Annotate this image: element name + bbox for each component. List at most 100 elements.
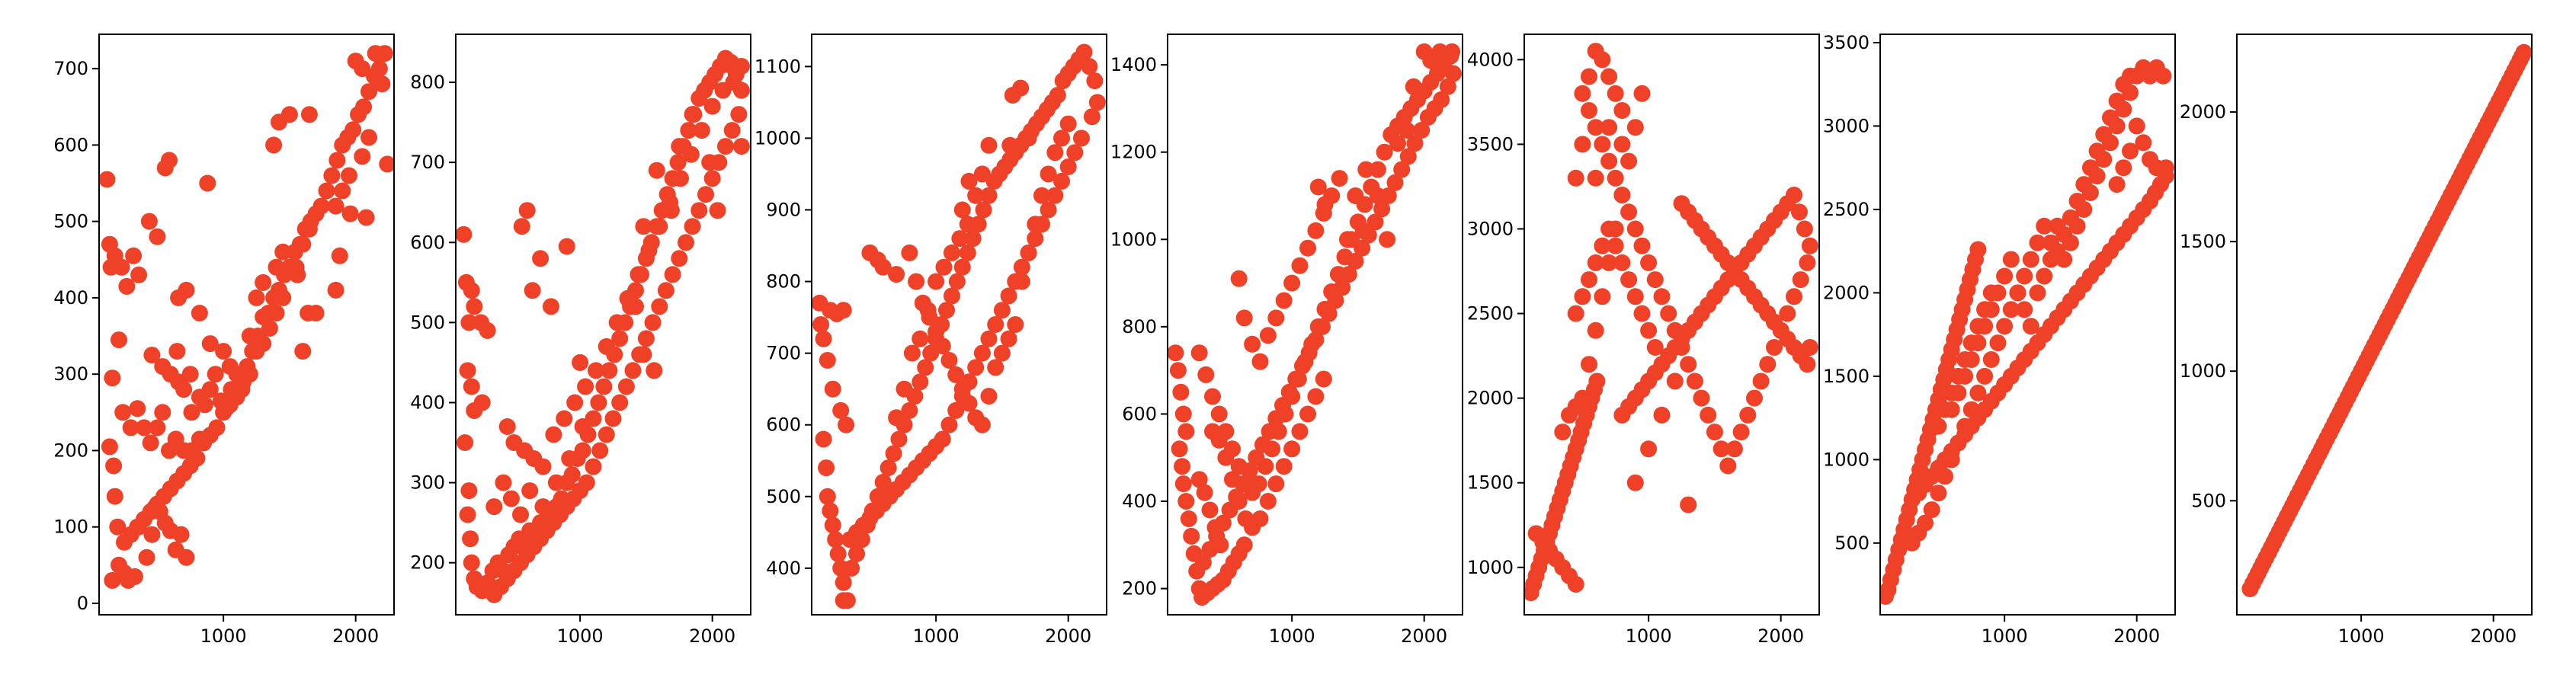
scatter-point bbox=[1943, 384, 1960, 401]
scatter-point bbox=[463, 554, 480, 571]
scatter-point bbox=[1779, 305, 1796, 322]
scatter-points-4 bbox=[1168, 43, 1462, 606]
scatter-point bbox=[1250, 475, 1267, 493]
scatter-panel-7: 1000 2000 500 1000 1500 2000 bbox=[2180, 34, 2533, 647]
scatter-point bbox=[300, 220, 318, 238]
scatter-point bbox=[1574, 85, 1591, 102]
scatter-point bbox=[678, 234, 694, 251]
scatter-point bbox=[129, 400, 146, 417]
scatter-point bbox=[248, 289, 265, 306]
scatter-point bbox=[1053, 172, 1070, 190]
scatter-point bbox=[1930, 417, 1947, 435]
scatter-point bbox=[1190, 471, 1208, 488]
scatter-point bbox=[703, 98, 721, 115]
scatter-point bbox=[1088, 94, 1106, 111]
scatter-point bbox=[207, 366, 224, 383]
scatter-point bbox=[1339, 231, 1356, 248]
scatter-point bbox=[1073, 130, 1090, 147]
y-tick-label: 1500 bbox=[1467, 472, 1514, 494]
scatter-point bbox=[888, 409, 905, 427]
scatter-point bbox=[1607, 237, 1624, 254]
scatter-point bbox=[360, 83, 377, 101]
scatter-point bbox=[1004, 87, 1021, 104]
scatter-point bbox=[1752, 373, 1770, 390]
scatter-point bbox=[888, 266, 905, 283]
y-tick-label: 700 bbox=[410, 152, 445, 173]
scatter-point bbox=[1327, 292, 1344, 309]
scatter-point bbox=[1600, 220, 1618, 238]
y-tick-label: 2000 bbox=[1823, 282, 1870, 303]
scatter-point bbox=[1746, 389, 1763, 407]
scatter-point bbox=[1376, 143, 1393, 161]
y-tick-label: 1000 bbox=[1110, 229, 1157, 250]
scatter-point bbox=[624, 362, 642, 379]
y-tick-label: 2000 bbox=[2180, 101, 2226, 123]
scatter-point bbox=[543, 298, 559, 315]
scatter-point bbox=[1976, 367, 1994, 385]
scatter-point bbox=[495, 474, 512, 491]
scatter-point bbox=[938, 302, 955, 319]
scatter-point bbox=[1033, 187, 1050, 204]
axes-frame bbox=[2236, 34, 2533, 616]
scatter-point bbox=[2036, 217, 2053, 235]
scatter-point bbox=[318, 182, 335, 200]
scatter-point bbox=[307, 305, 325, 321]
scatter-point bbox=[819, 352, 836, 369]
scatter-point bbox=[590, 394, 607, 411]
scatter-point bbox=[1653, 406, 1671, 424]
scatter-point bbox=[149, 419, 166, 437]
scatter-point bbox=[1275, 458, 1293, 475]
scatter-point bbox=[940, 416, 958, 433]
y-tick-label: 3000 bbox=[1467, 218, 1514, 239]
scatter-point bbox=[2055, 251, 2073, 268]
scatter-point bbox=[697, 186, 714, 203]
scatter-point bbox=[561, 450, 578, 467]
scatter-point bbox=[459, 362, 476, 379]
scatter-point bbox=[289, 266, 306, 283]
scatter-point bbox=[1626, 220, 1644, 238]
scatter-point bbox=[630, 266, 647, 283]
scatter-point bbox=[848, 545, 865, 562]
scatter-point bbox=[1982, 351, 2000, 368]
scatter-point bbox=[1607, 169, 1624, 187]
scatter-point bbox=[140, 213, 158, 230]
scatter-point bbox=[1594, 237, 1611, 254]
x-tick-label: 1000 bbox=[1269, 625, 1315, 647]
scatter-point bbox=[1613, 187, 1631, 203]
scatter-point bbox=[1230, 493, 1248, 510]
scatter-point bbox=[1996, 318, 2014, 335]
scatter-point bbox=[2055, 225, 2073, 243]
scatter-point bbox=[2135, 134, 2152, 152]
scatter-point bbox=[912, 330, 929, 347]
scatter-point bbox=[547, 474, 565, 491]
scatter-point bbox=[2081, 159, 2099, 177]
scatter-point bbox=[1801, 237, 1818, 254]
scatter-point bbox=[1316, 196, 1334, 213]
scatter-point bbox=[684, 106, 701, 123]
scatter-point bbox=[940, 352, 958, 369]
scatter-point bbox=[1261, 423, 1278, 440]
scatter-point bbox=[122, 419, 139, 437]
scatter-point bbox=[671, 138, 688, 155]
scatter-point bbox=[106, 488, 123, 505]
y-tick-label: 200 bbox=[1122, 578, 1157, 600]
scatter-point bbox=[1299, 405, 1316, 423]
scatter-points-5 bbox=[1524, 43, 1818, 602]
scatter-point bbox=[2102, 109, 2119, 126]
x-tick-label: 1000 bbox=[2338, 625, 2385, 647]
scatter-point bbox=[682, 146, 700, 163]
scatter-point bbox=[574, 442, 591, 459]
scatter-point bbox=[261, 320, 278, 337]
scatter-point bbox=[2088, 142, 2106, 160]
scatter-point bbox=[1027, 216, 1044, 233]
scatter-point bbox=[951, 230, 969, 248]
scatter-point bbox=[1613, 136, 1631, 153]
scatter-point bbox=[323, 167, 341, 184]
scatter-point bbox=[1982, 284, 2000, 302]
scatter-point bbox=[577, 378, 594, 395]
scatter-point bbox=[1633, 305, 1651, 322]
scatter-point bbox=[357, 209, 375, 226]
scatter-point bbox=[1210, 431, 1228, 449]
y-tick-label: 1000 bbox=[1823, 449, 1870, 470]
scatter-point bbox=[1700, 406, 1717, 424]
